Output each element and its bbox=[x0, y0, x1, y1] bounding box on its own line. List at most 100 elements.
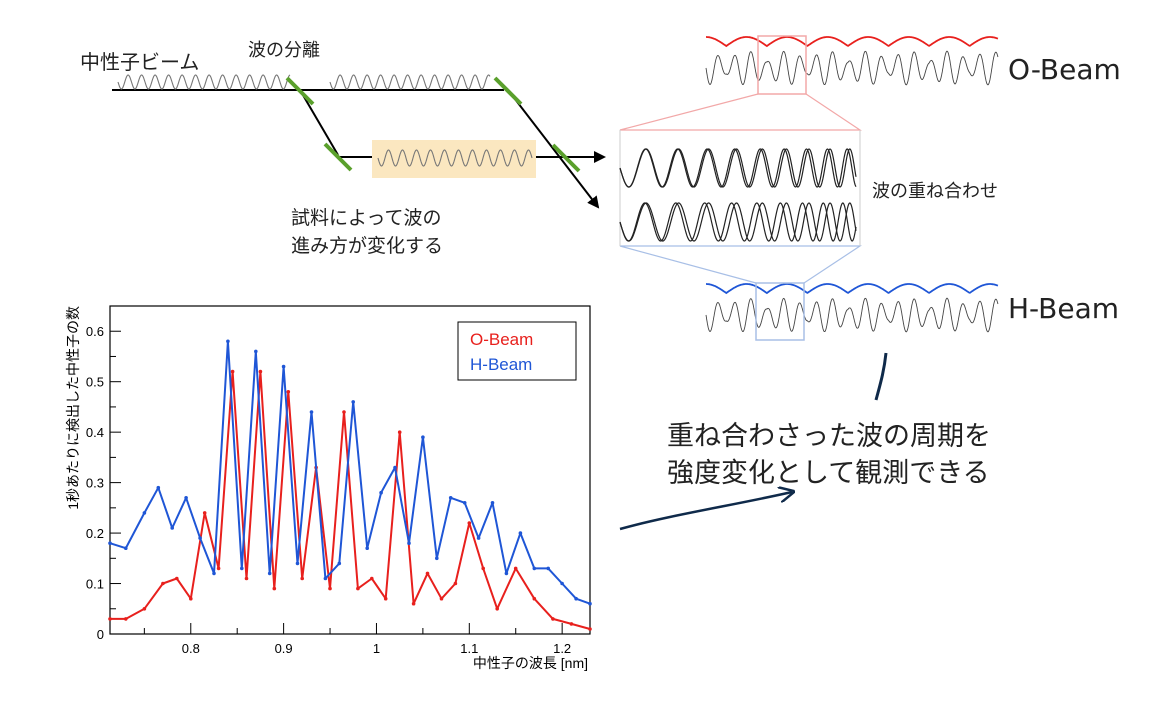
y-tick-label: 0.4 bbox=[86, 425, 104, 440]
data-point bbox=[356, 586, 360, 591]
data-point bbox=[108, 617, 112, 621]
x-tick-label: 1.1 bbox=[460, 641, 478, 656]
y-axis-label: 1秒あたりに検出した中性子の数 bbox=[65, 306, 81, 510]
data-point bbox=[198, 536, 202, 540]
data-point bbox=[407, 541, 411, 545]
data-point bbox=[551, 617, 555, 621]
data-point bbox=[337, 561, 342, 566]
data-point bbox=[504, 571, 509, 576]
y-tick-label: 0.5 bbox=[86, 375, 104, 390]
beam-label: 中性子ビーム bbox=[80, 50, 200, 74]
superposition-bottom-b bbox=[619, 202, 857, 242]
data-point bbox=[323, 576, 328, 581]
data-point bbox=[351, 400, 356, 404]
superposition-bottom-a bbox=[619, 202, 857, 242]
data-point bbox=[142, 607, 147, 611]
data-point bbox=[309, 410, 314, 414]
o-beam-envelope bbox=[706, 36, 999, 48]
data-point bbox=[518, 531, 523, 535]
data-point bbox=[370, 576, 374, 581]
data-point bbox=[286, 390, 291, 394]
data-point bbox=[569, 622, 574, 626]
data-point bbox=[448, 496, 453, 500]
data-point bbox=[281, 364, 286, 369]
data-point bbox=[226, 339, 230, 344]
zoom-connector-top bbox=[619, 93, 862, 131]
data-point bbox=[560, 581, 564, 586]
data-point bbox=[124, 617, 128, 621]
data-point bbox=[161, 581, 165, 586]
data-point bbox=[513, 566, 518, 571]
data-point bbox=[462, 501, 467, 505]
x-axis-label: 中性子の波長 [nm] bbox=[473, 655, 588, 671]
data-point bbox=[495, 607, 500, 611]
o-beam-label: O-Beam bbox=[1008, 53, 1121, 86]
data-point bbox=[216, 566, 221, 571]
data-point bbox=[393, 465, 397, 470]
data-point bbox=[532, 566, 537, 571]
data-point bbox=[574, 596, 578, 601]
data-point bbox=[295, 561, 300, 566]
superposition-top-b bbox=[619, 148, 857, 188]
data-point bbox=[202, 511, 207, 515]
chart-legend: O-Beam H-Beam bbox=[457, 321, 577, 381]
beam-path-diagonal-2 bbox=[507, 89, 600, 209]
data-point bbox=[108, 541, 112, 545]
h-beam-envelope bbox=[706, 283, 999, 295]
superposition-top-a bbox=[619, 148, 857, 188]
data-point bbox=[240, 566, 244, 571]
beam-path-diagonal-1 bbox=[299, 89, 339, 156]
data-point bbox=[588, 601, 592, 606]
indicator-arrow bbox=[874, 352, 888, 401]
data-point bbox=[175, 576, 179, 581]
superposition-waves bbox=[619, 148, 857, 242]
x-tick-label: 0.9 bbox=[275, 641, 293, 656]
data-point bbox=[189, 596, 193, 601]
data-point bbox=[212, 571, 216, 576]
result-arrow bbox=[619, 492, 792, 531]
wavelength-chart: 0.8 0.9 1 1.1 1.2 0 0.1 0.2 0.3 0.4 0.5 0.6 O-Beam … bbox=[65, 305, 592, 671]
data-point bbox=[254, 349, 258, 354]
data-point bbox=[411, 601, 416, 606]
zoom-connector-bottom bbox=[619, 245, 862, 284]
h-beam-waveform bbox=[705, 283, 999, 333]
y-tick-label: 0.6 bbox=[86, 324, 104, 339]
data-point bbox=[383, 596, 388, 601]
mirror-1 bbox=[285, 76, 315, 106]
legend-o-beam: O-Beam bbox=[470, 330, 533, 349]
data-point bbox=[328, 586, 332, 591]
data-point bbox=[267, 571, 272, 576]
observe-label-line1: 重ね合わさった波の周期を bbox=[667, 421, 991, 452]
beam-waveforms bbox=[619, 35, 999, 341]
schematic-waves bbox=[117, 74, 533, 167]
y-tick-label: 0.3 bbox=[86, 476, 104, 491]
superposition-label: 波の重ね合わせ bbox=[872, 181, 998, 202]
data-point bbox=[546, 566, 550, 571]
data-point bbox=[397, 430, 402, 435]
wave-sample-path bbox=[377, 149, 533, 167]
data-point bbox=[476, 536, 481, 540]
interferometer-diagram bbox=[112, 74, 606, 209]
data-point bbox=[425, 571, 430, 576]
data-point bbox=[300, 576, 305, 581]
data-point bbox=[244, 576, 249, 581]
mirror-4 bbox=[551, 143, 581, 173]
sample-box bbox=[372, 140, 536, 178]
data-point bbox=[365, 546, 370, 550]
data-point bbox=[421, 435, 425, 440]
data-point bbox=[379, 490, 383, 495]
legend-h-beam: H-Beam bbox=[470, 355, 532, 374]
data-point bbox=[435, 556, 439, 561]
x-tick-label: 1 bbox=[373, 641, 380, 656]
o-beam-carrier bbox=[705, 50, 999, 86]
sample-label-line2: 進み方が変化する bbox=[291, 235, 444, 257]
chart-series bbox=[108, 339, 592, 631]
wave-input bbox=[117, 74, 291, 90]
data-point bbox=[184, 496, 188, 500]
data-point bbox=[481, 566, 486, 571]
data-point bbox=[439, 596, 444, 601]
h-beam-label: H-Beam bbox=[1008, 292, 1120, 325]
y-tick-label: 0.2 bbox=[86, 526, 104, 541]
wave-upper-path bbox=[329, 74, 491, 90]
